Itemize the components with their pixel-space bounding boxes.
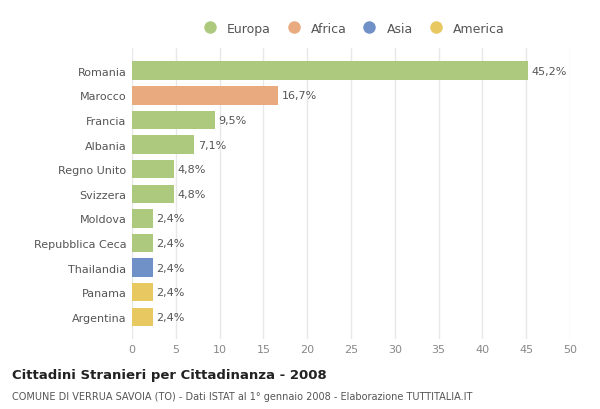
Text: 16,7%: 16,7%	[282, 91, 317, 101]
Bar	[132, 160, 174, 179]
Text: 4,8%: 4,8%	[178, 165, 206, 175]
Bar	[132, 283, 153, 302]
Text: 45,2%: 45,2%	[532, 67, 567, 76]
Text: 4,8%: 4,8%	[178, 189, 206, 199]
Bar	[132, 136, 194, 154]
Bar	[132, 210, 153, 228]
Text: 2,4%: 2,4%	[157, 263, 185, 273]
Text: COMUNE DI VERRUA SAVOIA (TO) - Dati ISTAT al 1° gennaio 2008 - Elaborazione TUTT: COMUNE DI VERRUA SAVOIA (TO) - Dati ISTA…	[12, 391, 472, 401]
Bar	[132, 185, 174, 204]
Bar	[132, 62, 528, 81]
Bar	[132, 308, 153, 326]
Bar	[132, 87, 278, 105]
Bar	[132, 259, 153, 277]
Text: 2,4%: 2,4%	[157, 312, 185, 322]
Legend: Europa, Africa, Asia, America: Europa, Africa, Asia, America	[192, 18, 510, 40]
Text: 7,1%: 7,1%	[198, 140, 226, 150]
Text: 2,4%: 2,4%	[157, 238, 185, 248]
Bar	[132, 111, 215, 130]
Text: 2,4%: 2,4%	[157, 214, 185, 224]
Text: 2,4%: 2,4%	[157, 288, 185, 297]
Bar	[132, 234, 153, 253]
Text: Cittadini Stranieri per Cittadinanza - 2008: Cittadini Stranieri per Cittadinanza - 2…	[12, 369, 327, 381]
Text: 9,5%: 9,5%	[219, 116, 247, 126]
